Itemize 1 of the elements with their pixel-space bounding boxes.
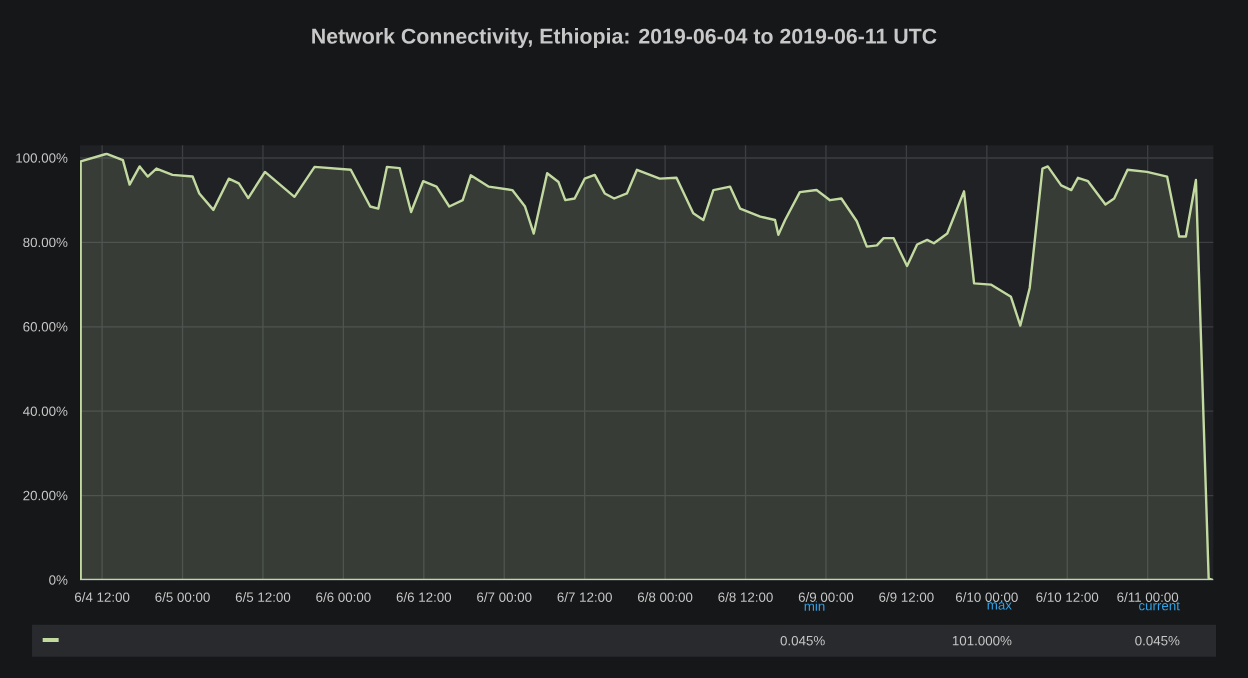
chart-title: Network Connectivity, Ethiopia: 2019-06-04 to 2019-06-11 UTC [312,28,937,48]
